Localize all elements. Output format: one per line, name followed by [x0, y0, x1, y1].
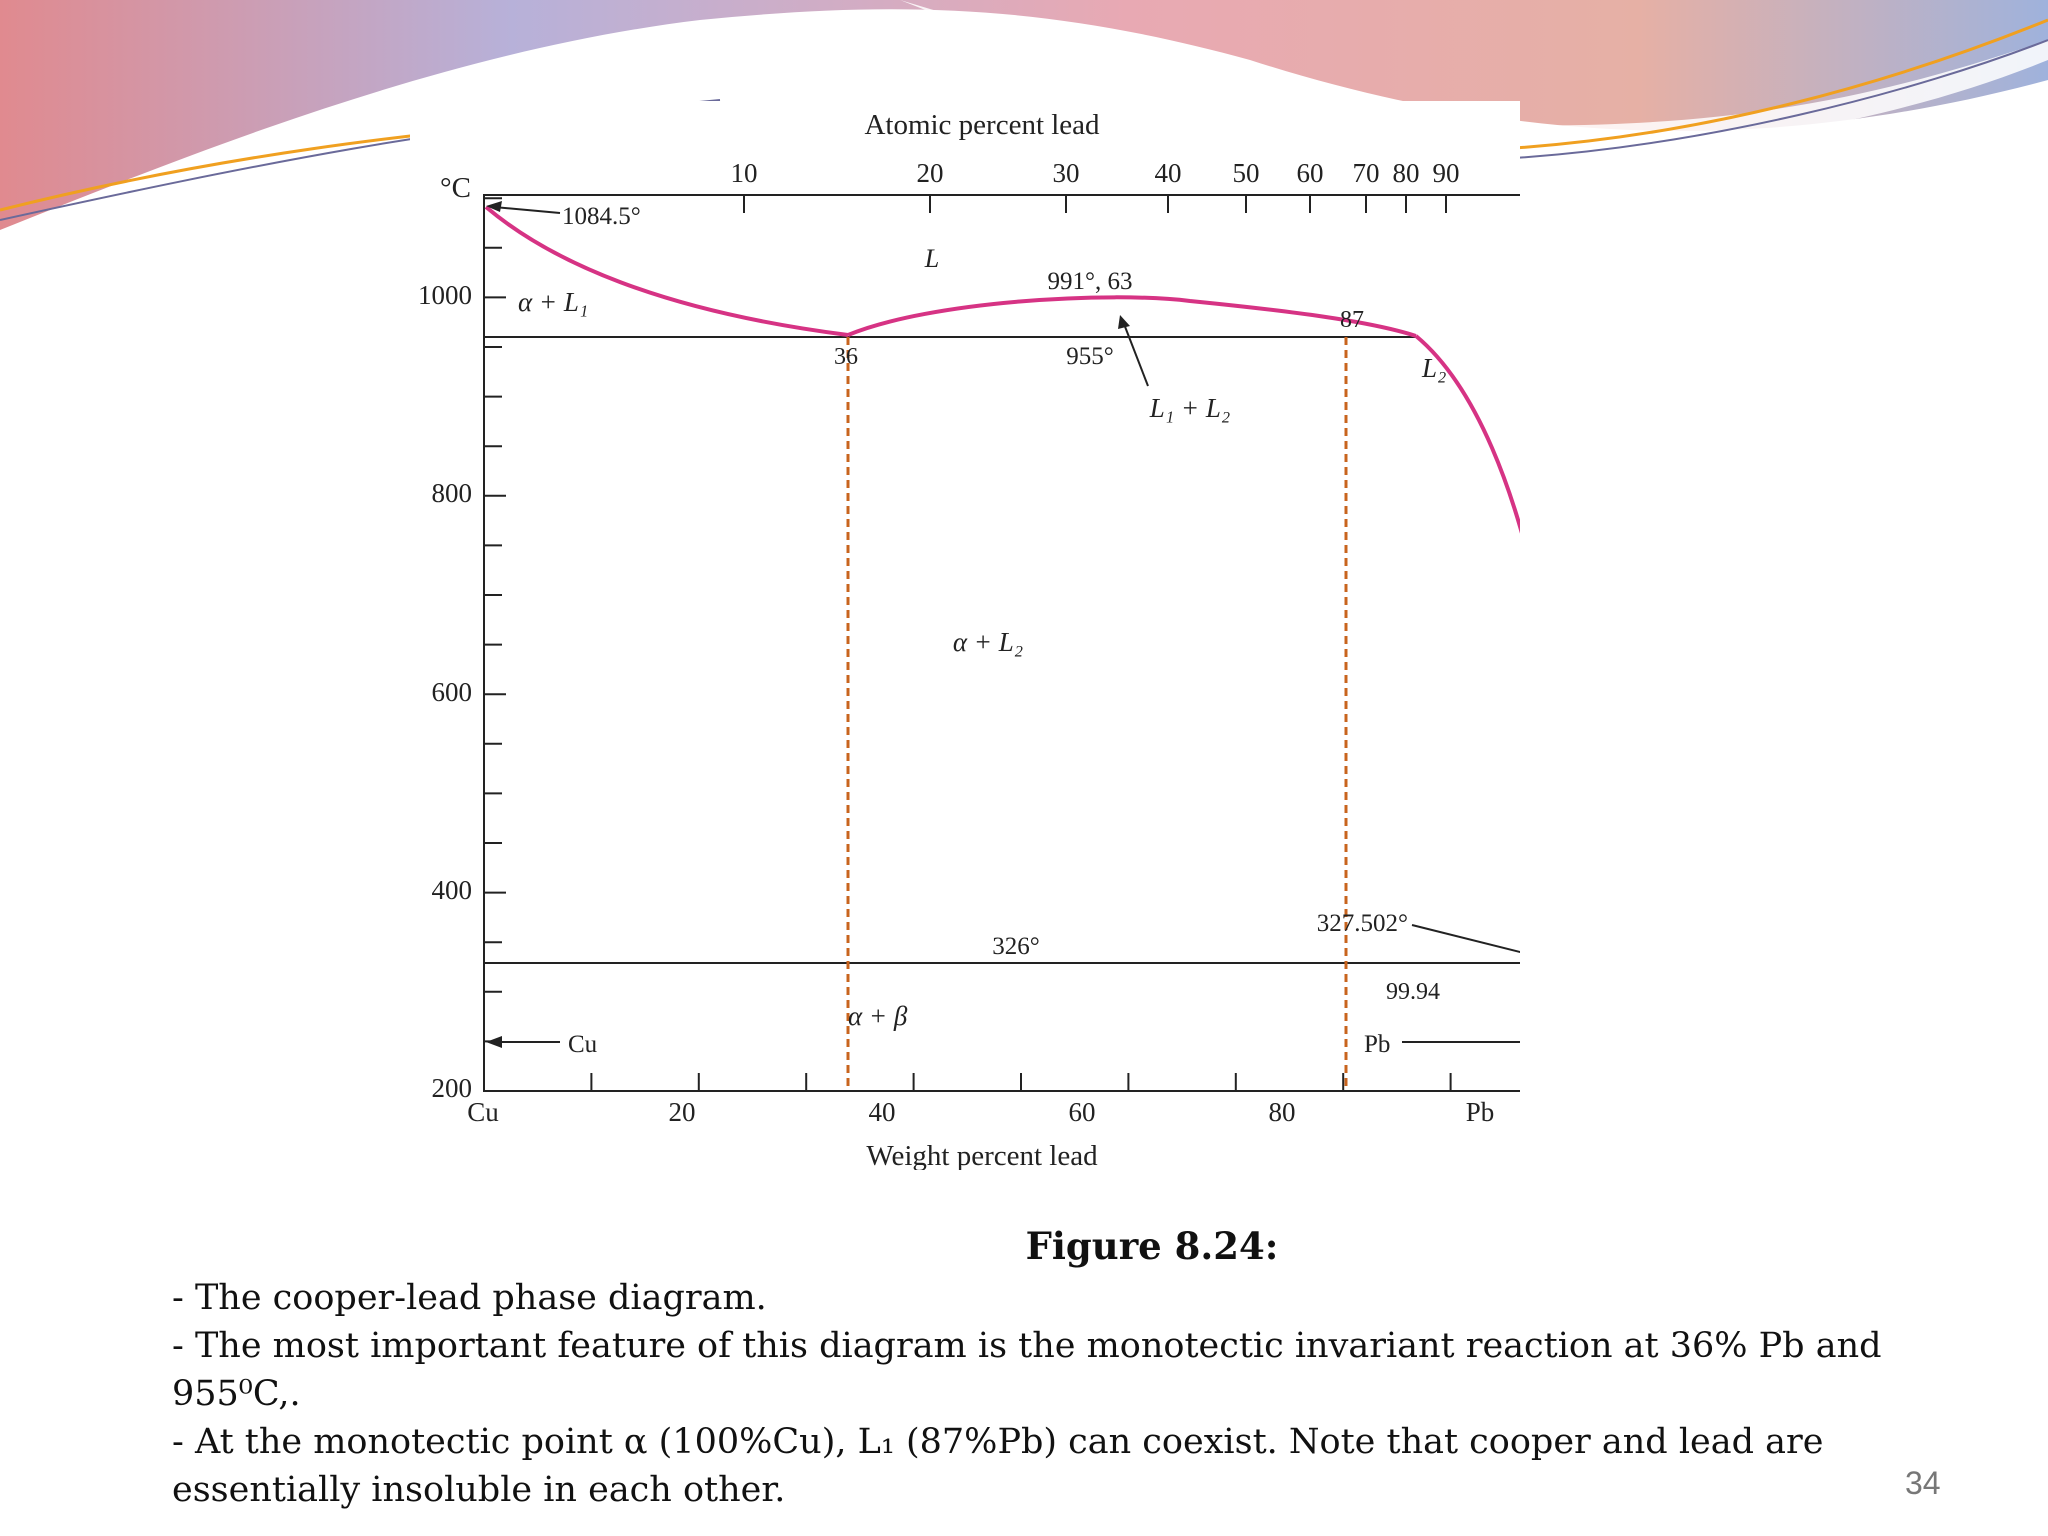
bottom-axis-title: Weight percent lead	[866, 1140, 1098, 1170]
top-tick-label-10: 10	[731, 158, 758, 188]
x-tick-label-40: 40	[869, 1097, 896, 1127]
top-tick-label-20: 20	[917, 158, 944, 188]
axis-ticks	[484, 195, 1452, 1092]
phase-diagram: Atomic percent lead Weight percent lead …	[418, 109, 1520, 1170]
caption-line-4: - At the monotectic point α (100%Cu), L₁…	[172, 1422, 1824, 1462]
y-tick-label-600: 600	[432, 677, 473, 707]
banner-wave	[0, 0, 2048, 230]
caption-line-2: - The most important feature of this dia…	[172, 1326, 1882, 1366]
label-l2: L₂	[1421, 353, 1446, 383]
x-tick-label-pb: Pb	[1466, 1097, 1495, 1127]
label-955: 955°	[1066, 343, 1114, 370]
arrowhead-1084	[486, 201, 502, 212]
top-tick-label-80: 80	[1393, 158, 1420, 188]
page-number: 34	[1905, 1465, 1941, 1501]
top-tick-label-30: 30	[1053, 158, 1080, 188]
liquidus-curve-left	[484, 205, 849, 337]
caption-line-3: 955⁰C,.	[172, 1374, 301, 1414]
x-tick-label-80: 80	[1269, 1097, 1296, 1127]
label-l1-l2: L₁ + L₂	[1149, 393, 1231, 423]
label-max-point: 991°, 63	[1048, 268, 1133, 295]
y-tick-label-400: 400	[432, 875, 473, 905]
caption-block: Figure 8.24: - The cooper-lead phase dia…	[172, 1222, 1932, 1514]
x-tick-label-cu: Cu	[467, 1097, 499, 1127]
label-327: 327.502°	[1317, 910, 1408, 937]
arrowhead-l1l2	[1118, 315, 1130, 329]
arrow-327	[1411, 924, 1520, 954]
banner-line-4	[1479, 39, 2048, 161]
top-tick-label-70: 70	[1353, 158, 1380, 188]
y-tick-label-800: 800	[432, 478, 473, 508]
label-alpha-beta: α + β	[848, 1001, 908, 1031]
arrow-l1l2	[1123, 323, 1149, 387]
label-87: 87	[1340, 307, 1364, 333]
top-tick-label-90: 90	[1433, 158, 1460, 188]
banner-line-3	[1479, 18, 2048, 152]
label-1084: 1084.5°	[562, 203, 641, 230]
x-tick-label-20: 20	[669, 1097, 696, 1127]
top-tick-label-40: 40	[1155, 158, 1182, 188]
label-cu-region: Cu	[568, 1031, 598, 1058]
caption-line-5: essentially insoluble in each other.	[172, 1470, 786, 1510]
banner-white-swoosh	[900, 0, 2048, 152]
arrowhead-cu	[486, 1036, 502, 1048]
miscibility-gap-dome	[847, 295, 1417, 338]
figure-title: Figure 8.24:	[1025, 1224, 1279, 1268]
label-36: 36	[834, 344, 858, 370]
label-pb-region: Pb	[1364, 1031, 1390, 1058]
arrow-1084	[493, 206, 561, 214]
top-tick-label-50: 50	[1233, 158, 1260, 188]
top-tick-label-60: 60	[1297, 158, 1324, 188]
label-alpha-l2: α + L₂	[953, 627, 1023, 657]
label-99-94: 99.94	[1386, 979, 1440, 1005]
label-liquid: L	[924, 244, 939, 273]
label-326: 326°	[992, 933, 1040, 960]
caption-line-1: - The cooper-lead phase diagram.	[172, 1278, 767, 1318]
temp-unit-label: °C	[440, 172, 471, 204]
y-tick-label-200: 200	[432, 1073, 473, 1103]
x-tick-label-60: 60	[1069, 1097, 1096, 1127]
label-alpha-l1: α + L₁	[518, 287, 588, 317]
liquidus-curve-right	[1414, 334, 1520, 534]
top-axis-title: Atomic percent lead	[864, 109, 1100, 141]
phase-diagram-panel: Atomic percent lead Weight percent lead …	[410, 101, 1520, 1170]
y-tick-label-1000: 1000	[418, 280, 472, 310]
